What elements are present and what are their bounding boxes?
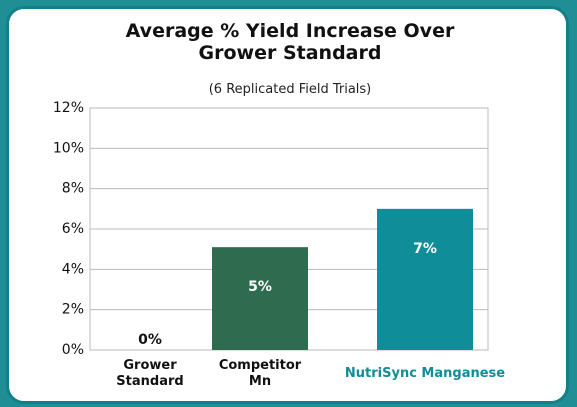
y-tick-label: 2% bbox=[62, 302, 84, 318]
y-tick-label: 12% bbox=[53, 100, 84, 116]
chart-subtitle: (6 Replicated Field Trials) bbox=[208, 82, 372, 97]
bar bbox=[212, 247, 308, 350]
x-tick-label: NutriSync Manganese bbox=[344, 366, 506, 381]
y-tick-label: 10% bbox=[53, 140, 84, 156]
x-tick-label: Competitor Mn bbox=[218, 358, 302, 389]
chart-title: Average % Yield Increase Over Grower Sta… bbox=[125, 20, 455, 64]
value-label: 7% bbox=[413, 241, 437, 257]
y-tick-label: 0% bbox=[62, 342, 84, 358]
value-label: 0% bbox=[138, 332, 162, 348]
x-tick-label: Grower Standard bbox=[116, 358, 184, 389]
y-tick-label: 6% bbox=[62, 221, 84, 237]
y-tick-label: 4% bbox=[62, 261, 84, 277]
value-label: 5% bbox=[248, 279, 272, 295]
bar bbox=[377, 208, 473, 350]
y-tick-label: 8% bbox=[62, 181, 84, 197]
